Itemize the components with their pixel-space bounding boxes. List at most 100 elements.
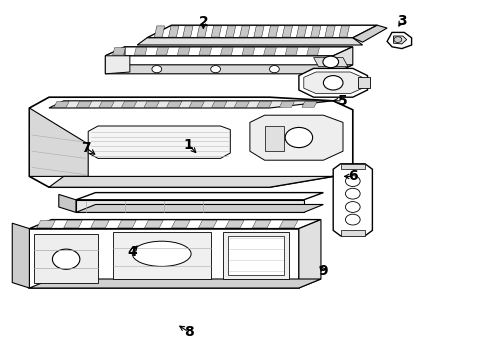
Polygon shape: [252, 220, 271, 228]
Polygon shape: [113, 232, 211, 279]
Text: 2: 2: [198, 15, 208, 28]
Polygon shape: [211, 26, 221, 37]
Polygon shape: [54, 102, 69, 107]
Polygon shape: [279, 220, 298, 228]
Polygon shape: [49, 101, 333, 108]
Polygon shape: [76, 102, 92, 107]
Polygon shape: [282, 26, 293, 37]
Text: 5: 5: [338, 94, 348, 108]
Polygon shape: [299, 220, 321, 288]
Polygon shape: [225, 26, 236, 37]
Polygon shape: [199, 48, 212, 55]
Polygon shape: [234, 102, 249, 107]
Polygon shape: [393, 36, 407, 44]
Polygon shape: [341, 230, 365, 236]
Text: 9: 9: [318, 264, 328, 278]
Polygon shape: [285, 48, 298, 55]
Polygon shape: [144, 102, 159, 107]
Polygon shape: [167, 102, 182, 107]
Polygon shape: [212, 102, 227, 107]
Polygon shape: [198, 220, 217, 228]
Circle shape: [52, 249, 80, 269]
Circle shape: [323, 56, 339, 68]
Polygon shape: [76, 204, 323, 212]
Polygon shape: [59, 194, 76, 212]
Polygon shape: [118, 220, 136, 228]
Polygon shape: [333, 164, 372, 236]
Text: 3: 3: [397, 14, 407, 28]
Polygon shape: [37, 220, 55, 228]
Polygon shape: [299, 68, 368, 97]
Polygon shape: [296, 26, 307, 37]
Polygon shape: [105, 47, 353, 56]
Polygon shape: [29, 97, 353, 187]
Polygon shape: [145, 220, 163, 228]
Text: 8: 8: [184, 325, 194, 339]
Polygon shape: [341, 164, 365, 169]
Polygon shape: [242, 48, 255, 55]
Polygon shape: [105, 56, 130, 74]
Polygon shape: [122, 102, 137, 107]
Circle shape: [270, 66, 279, 73]
Text: 4: 4: [127, 245, 137, 259]
Polygon shape: [240, 26, 250, 37]
Text: 7: 7: [81, 141, 91, 154]
Polygon shape: [339, 26, 349, 37]
Polygon shape: [302, 102, 317, 107]
Polygon shape: [88, 126, 230, 158]
Polygon shape: [304, 72, 363, 94]
Polygon shape: [311, 26, 321, 37]
Polygon shape: [29, 229, 299, 288]
Polygon shape: [156, 48, 169, 55]
Polygon shape: [12, 223, 29, 288]
Polygon shape: [91, 220, 109, 228]
Circle shape: [345, 202, 360, 212]
Polygon shape: [99, 102, 114, 107]
Polygon shape: [279, 102, 294, 107]
Circle shape: [394, 37, 402, 42]
Polygon shape: [76, 200, 304, 212]
Text: 1: 1: [184, 138, 194, 152]
Polygon shape: [250, 115, 343, 160]
Polygon shape: [314, 58, 348, 67]
Polygon shape: [257, 102, 272, 107]
Polygon shape: [307, 48, 319, 55]
Polygon shape: [268, 26, 278, 37]
Polygon shape: [333, 47, 353, 74]
Polygon shape: [29, 108, 88, 176]
Polygon shape: [172, 220, 190, 228]
Polygon shape: [353, 25, 387, 42]
Polygon shape: [325, 26, 335, 37]
Polygon shape: [387, 32, 412, 49]
Polygon shape: [358, 77, 370, 88]
Polygon shape: [228, 236, 284, 275]
Polygon shape: [189, 102, 204, 107]
Polygon shape: [34, 234, 98, 283]
Polygon shape: [254, 26, 264, 37]
Circle shape: [285, 127, 313, 148]
Polygon shape: [113, 48, 125, 55]
Polygon shape: [134, 48, 147, 55]
Polygon shape: [183, 26, 193, 37]
Polygon shape: [105, 47, 125, 74]
Polygon shape: [177, 48, 190, 55]
Polygon shape: [225, 220, 244, 228]
Circle shape: [211, 66, 220, 73]
Polygon shape: [265, 126, 284, 151]
Polygon shape: [76, 193, 323, 200]
Polygon shape: [49, 176, 333, 187]
Polygon shape: [197, 26, 207, 37]
Polygon shape: [154, 26, 165, 37]
Circle shape: [345, 188, 360, 199]
Text: 6: 6: [348, 170, 358, 183]
Polygon shape: [264, 48, 276, 55]
Polygon shape: [64, 220, 82, 228]
Circle shape: [152, 66, 162, 73]
Polygon shape: [29, 220, 321, 229]
Circle shape: [323, 76, 343, 90]
Polygon shape: [137, 38, 363, 45]
Polygon shape: [169, 26, 179, 37]
Polygon shape: [147, 25, 377, 38]
Polygon shape: [220, 48, 233, 55]
Polygon shape: [29, 279, 321, 288]
